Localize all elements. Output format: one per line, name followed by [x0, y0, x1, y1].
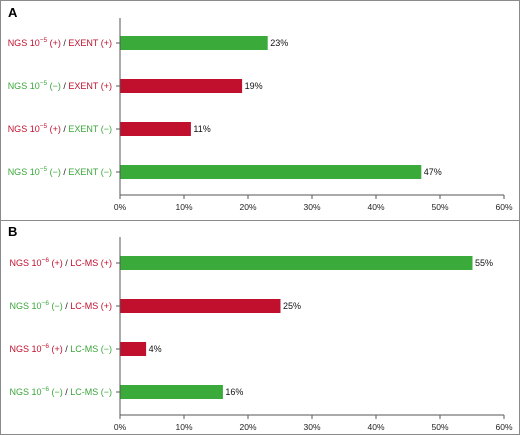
- category-label-part: NGS 10: [10, 258, 42, 268]
- category-label-part: NGS 10: [8, 38, 40, 48]
- category-label-part: LC-MS (−): [70, 344, 112, 354]
- x-tick-label: 10%: [175, 202, 192, 212]
- category-label-exponent: −5: [40, 166, 48, 173]
- category-label-part: /: [63, 344, 71, 354]
- category-label-part: NGS 10: [8, 124, 40, 134]
- category-label-part: EXENT (+): [68, 81, 112, 91]
- x-tick-label: 50%: [431, 422, 448, 432]
- category-label-part: LC-MS (+): [70, 301, 112, 311]
- bar-value-label: 4%: [149, 344, 162, 354]
- category-label-part: /: [61, 81, 69, 91]
- category-label-part: EXENT (+): [68, 38, 112, 48]
- panel-b: B0% 10% 20% 30% 40% 50% 60%NGS 10−6 (+) / LC-M…: [8, 224, 513, 432]
- category-label-part: /: [63, 387, 71, 397]
- category-label-exponent: −6: [42, 343, 50, 350]
- bar-value-label: 47%: [424, 167, 442, 177]
- panel-label: A: [8, 5, 18, 20]
- bar: [120, 299, 281, 313]
- category-label-part: (+): [49, 344, 63, 354]
- bar: [120, 256, 473, 270]
- category-label-exponent: −5: [40, 37, 48, 44]
- category-label-part: NGS 10: [10, 301, 42, 311]
- category-label-part: (+): [47, 38, 61, 48]
- category-label-part: (−): [49, 387, 63, 397]
- x-tick-label: 60%: [495, 422, 512, 432]
- bar: [120, 385, 223, 399]
- category-label-part: EXENT (−): [68, 167, 112, 177]
- category-label-part: LC-MS (−): [70, 387, 112, 397]
- x-tick-label: 50%: [431, 202, 448, 212]
- category-label-part: /: [63, 258, 71, 268]
- category-label-part: (+): [49, 258, 63, 268]
- category-label: NGS 10−6 (−) / LC-MS (+): [10, 300, 112, 311]
- x-tick-label: 20%: [239, 422, 256, 432]
- panel-divider: [0, 220, 520, 221]
- category-label-part: NGS 10: [8, 167, 40, 177]
- category-label-exponent: −6: [42, 257, 50, 264]
- category-label-part: (+): [47, 124, 61, 134]
- category-label-part: EXENT (−): [68, 124, 112, 134]
- category-label-part: /: [61, 38, 69, 48]
- category-label-part: (−): [47, 81, 61, 91]
- panel-label: B: [8, 224, 17, 239]
- category-label-part: (−): [47, 167, 61, 177]
- bar-value-label: 23%: [270, 38, 288, 48]
- bar-value-label: 55%: [475, 258, 493, 268]
- category-label-part: NGS 10: [10, 387, 42, 397]
- x-tick-label: 60%: [495, 202, 512, 212]
- category-label-exponent: −6: [42, 300, 50, 307]
- category-label: NGS 10−5 (+) / EXENT (+): [8, 37, 112, 48]
- category-label-exponent: −5: [40, 123, 48, 130]
- bar: [120, 342, 147, 356]
- category-label-exponent: −6: [42, 386, 50, 393]
- category-label-part: LC-MS (+): [70, 258, 112, 268]
- category-label: NGS 10−5 (−) / EXENT (+): [8, 80, 112, 91]
- category-label-part: /: [61, 167, 69, 177]
- bar: [120, 165, 422, 179]
- category-label: NGS 10−6 (−) / LC-MS (−): [10, 386, 112, 397]
- x-tick-label: 30%: [303, 202, 320, 212]
- x-tick-label: 40%: [367, 202, 384, 212]
- category-label-part: (−): [49, 301, 63, 311]
- bar: [120, 122, 191, 136]
- bar: [120, 79, 243, 93]
- x-tick-label: 30%: [303, 422, 320, 432]
- category-label-exponent: −5: [40, 80, 48, 87]
- category-label: NGS 10−6 (+) / LC-MS (+): [10, 257, 112, 268]
- category-label-part: NGS 10: [10, 344, 42, 354]
- x-tick-label: 40%: [367, 422, 384, 432]
- bar: [120, 36, 268, 50]
- x-tick-label: 20%: [239, 202, 256, 212]
- category-label-part: /: [61, 124, 69, 134]
- bar-value-label: 19%: [245, 81, 263, 91]
- bar-value-label: 11%: [193, 124, 210, 134]
- category-label: NGS 10−5 (+) / EXENT (−): [8, 123, 112, 134]
- category-label: NGS 10−6 (+) / LC-MS (−): [10, 343, 112, 354]
- x-tick-label: 0%: [114, 422, 127, 432]
- category-label-part: /: [63, 301, 71, 311]
- category-label-part: NGS 10: [8, 81, 40, 91]
- x-tick-label: 10%: [175, 422, 192, 432]
- bar-value-label: 25%: [283, 301, 301, 311]
- category-label: NGS 10−5 (−) / EXENT (−): [8, 166, 112, 177]
- panel-a: A0% 10% 20% 30% 40% 50% 60%NGS 10−5 (+) / EXEN…: [8, 5, 513, 212]
- x-tick-label: 0%: [114, 202, 127, 212]
- bar-value-label: 16%: [225, 387, 243, 397]
